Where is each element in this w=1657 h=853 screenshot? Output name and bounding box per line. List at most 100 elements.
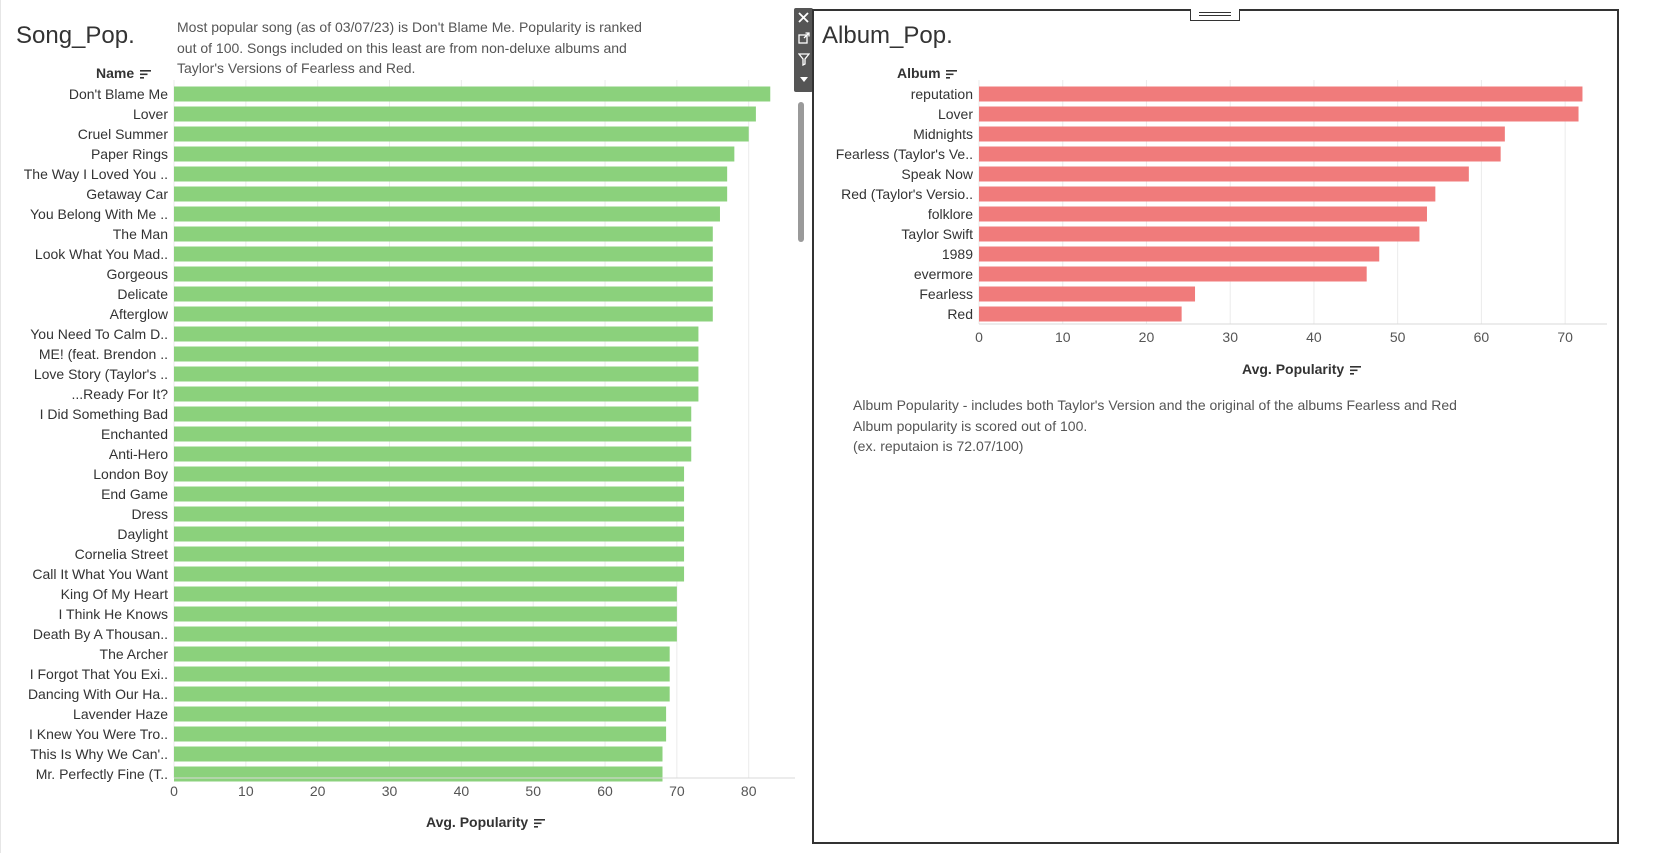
album-caption-line-3: (ex. reputaion is 72.07/100) (853, 438, 1024, 454)
category-label: I Knew You Were Tro.. (29, 726, 168, 742)
popout-icon[interactable] (794, 28, 813, 48)
bar: The Archer: 69 (174, 646, 670, 662)
tick-label: 20 (1139, 329, 1155, 345)
bar: Anti-Hero: 72 (174, 446, 692, 462)
song-row-header-label: Name (96, 65, 135, 81)
category-label: evermore (914, 266, 973, 282)
bar: The Way I Loved You ..: 77 (174, 166, 728, 182)
category-label: Midnights (913, 126, 973, 142)
category-label: 1989 (942, 246, 973, 262)
song-row-header[interactable]: Name (96, 65, 152, 81)
bar: I Did Something Bad: 72 (174, 406, 692, 422)
category-label: Gorgeous (107, 266, 168, 282)
tick-label: 80 (741, 783, 757, 799)
album-axis-title-label: Avg. Popularity (1242, 361, 1345, 377)
bar: folklore: 53.5 (979, 206, 1427, 222)
tick-label: 30 (382, 783, 398, 799)
bar: Lover: 81 (174, 106, 756, 122)
category-label: Dress (131, 506, 168, 522)
tick-label: 70 (1557, 329, 1573, 345)
album-popularity-chart: reputation: 72.07 reputation Lover: 71.6 Lo… (836, 80, 1607, 345)
sort-descending-icon[interactable] (534, 818, 546, 828)
bar: evermore: 46.3 (979, 266, 1367, 282)
tick-label: 40 (1306, 329, 1322, 345)
category-label: Red (Taylor's Versio.. (841, 186, 973, 202)
bar: Cornelia Street: 71 (174, 546, 685, 562)
bar: Lover: 71.6 (979, 106, 1579, 122)
category-label: Call It What You Want (32, 566, 168, 582)
bar: Afterglow: 75 (174, 306, 713, 322)
bar: Fearless (Taylor's Ve..: 62.3 (979, 146, 1501, 162)
category-label: Anti-Hero (109, 446, 168, 462)
bar: You Belong With Me ..: 76 (174, 206, 720, 222)
category-label: ME! (feat. Brendon .. (39, 346, 168, 362)
song-axis-title-label: Avg. Popularity (426, 814, 529, 830)
category-label: End Game (101, 486, 168, 502)
sort-descending-icon[interactable] (140, 69, 152, 79)
category-label: Red (947, 306, 973, 322)
tick-label: 20 (310, 783, 326, 799)
bar: Getaway Car: 77 (174, 186, 728, 202)
category-label: Fearless (919, 286, 973, 302)
bar: Daylight: 71 (174, 526, 685, 542)
category-label: Lover (938, 106, 973, 122)
category-label: This Is Why We Can'.. (30, 746, 168, 762)
category-label: I Did Something Bad (40, 406, 168, 422)
category-label: Cornelia Street (75, 546, 168, 562)
bar: Midnights: 62.8 (979, 126, 1505, 142)
category-label: Paper Rings (91, 146, 168, 162)
category-label: Speak Now (901, 166, 973, 182)
song-caption-line-3: Taylor's Versions of Fearless and Red. (177, 60, 416, 76)
album-row-header[interactable]: Album (897, 65, 958, 81)
bar: Enchanted: 72 (174, 426, 692, 442)
song-sheet-caption: Most popular song (as of 03/07/23) is Do… (177, 17, 737, 79)
bar: Dress: 71 (174, 506, 685, 522)
category-label: Enchanted (101, 426, 168, 442)
bar: I Think He Knows: 70 (174, 606, 677, 622)
category-label: You Need To Calm D.. (30, 326, 168, 342)
category-label: Taylor Swift (901, 226, 973, 242)
dropdown-icon[interactable] (794, 70, 813, 90)
bar: I Knew You Were Tro..: 68.5 (174, 726, 667, 742)
tick-label: 10 (238, 783, 254, 799)
bar: Dancing With Our Ha..: 69 (174, 686, 670, 702)
song-sheet: Song_Pop. Most popular song (as of 03/07… (0, 0, 810, 853)
song-axis-title[interactable]: Avg. Popularity (426, 814, 546, 830)
bar: I Forgot That You Exi..: 69 (174, 666, 670, 682)
category-label: folklore (928, 206, 973, 222)
bar: Look What You Mad..: 75 (174, 246, 713, 262)
song-scrollbar-thumb[interactable] (798, 102, 804, 242)
close-icon[interactable] (794, 8, 813, 28)
sheet-toolbar (794, 8, 813, 92)
drag-handle[interactable] (1190, 9, 1240, 21)
category-label: Look What You Mad.. (35, 246, 168, 262)
category-label: Don't Blame Me (69, 86, 168, 102)
album-caption-line-2: Album popularity is scored out of 100. (853, 417, 1088, 434)
category-label: I Forgot That You Exi.. (30, 666, 168, 682)
sort-descending-icon[interactable] (946, 69, 958, 79)
bar: Speak Now: 58.5 (979, 166, 1469, 182)
bar: Death By A Thousan..: 70 (174, 626, 677, 642)
category-label: Mr. Perfectly Fine (T.. (36, 766, 168, 782)
bar: reputation: 72.07 (979, 86, 1583, 102)
bar: This Is Why We Can'..: 68 (174, 746, 663, 762)
bar: Don't Blame Me: 83 (174, 86, 771, 102)
sort-descending-icon[interactable] (1350, 365, 1362, 375)
song-caption-line-2: out of 100. Songs included on this least… (177, 39, 627, 56)
bar: Red (Taylor's Versio..: 54.5 (979, 186, 1436, 202)
song-caption-line-1: Most popular song (as of 03/07/23) is Do… (177, 19, 642, 35)
category-label: Daylight (117, 526, 168, 542)
song-sheet-title: Song_Pop. (16, 22, 135, 49)
bar: Call It What You Want: 71 (174, 566, 685, 582)
filter-icon[interactable] (794, 49, 813, 69)
category-label: The Man (113, 226, 168, 242)
category-label: reputation (911, 86, 973, 102)
category-label: You Belong With Me .. (30, 206, 168, 222)
bar: 1989: 47.8 (979, 246, 1380, 262)
song-popularity-chart: Don't Blame Me: 83 Don't Blame Me Lover: 8… (24, 80, 795, 799)
album-axis-title[interactable]: Avg. Popularity (1242, 361, 1362, 377)
category-label: Fearless (Taylor's Ve.. (836, 146, 973, 162)
category-label: King Of My Heart (61, 586, 168, 602)
category-label: Delicate (117, 286, 168, 302)
category-label: London Boy (93, 466, 168, 482)
